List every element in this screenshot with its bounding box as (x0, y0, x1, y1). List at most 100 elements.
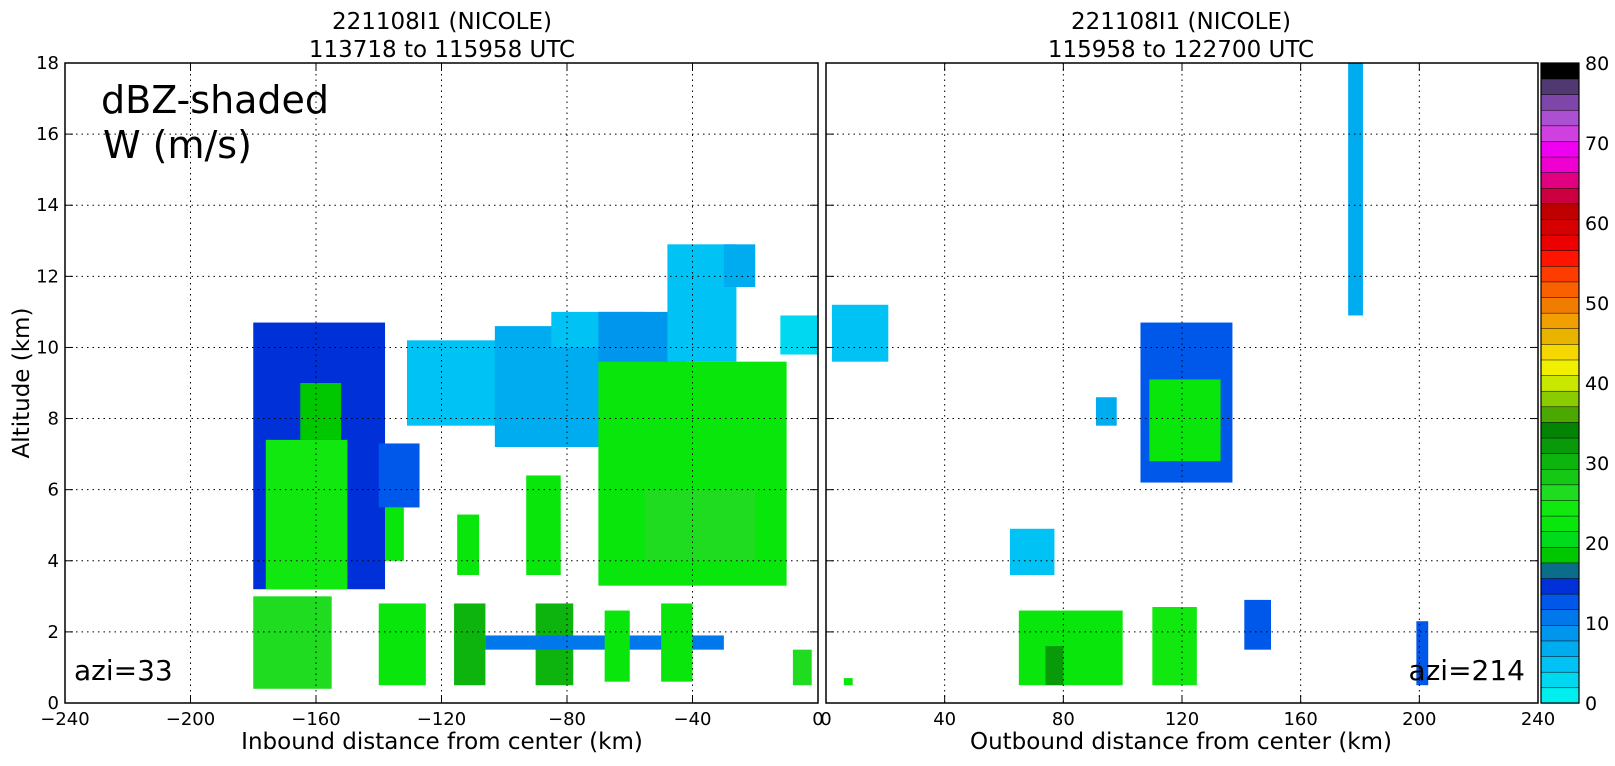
y-tick-label: 6 (48, 480, 59, 501)
right-reflectivity-cell (843, 678, 853, 686)
left-x-tick-label: −160 (291, 709, 340, 730)
left-reflectivity-field (253, 244, 818, 689)
right-reflectivity-cell (831, 304, 889, 362)
colorbar-segment (1540, 593, 1580, 610)
left-reflectivity-cell (723, 244, 756, 287)
colorbar-segment (1540, 62, 1580, 80)
colorbar-segment (1540, 577, 1580, 595)
colorbar-segment (1540, 296, 1580, 314)
colorbar-segment (1540, 359, 1580, 376)
colorbar-segment (1540, 421, 1580, 439)
right-subtitle: 115958 to 122700 UTC (1048, 37, 1314, 63)
right-panel: 0 40 80 120 160 200 240 221108I1 (NICOLE) 1159… (820, 9, 1555, 755)
right-x-axis-label: Outbound distance from center (km) (970, 729, 1392, 755)
right-x-tick-label: 240 (1521, 709, 1555, 730)
left-azimuth-label: azi=33 (74, 654, 173, 687)
left-reflectivity-cell (457, 514, 480, 575)
right-reflectivity-cell (1152, 607, 1197, 686)
colorbar-segment (1540, 93, 1580, 111)
colorbar-tick-label: 20 (1585, 533, 1609, 555)
colorbar-segment (1540, 281, 1580, 298)
colorbar-segment (1540, 562, 1580, 579)
colorbar-segment (1540, 452, 1580, 470)
colorbar-tick-label: 80 (1585, 53, 1609, 75)
left-reflectivity-cell (378, 443, 420, 508)
right-x-tick-label: 120 (1165, 709, 1199, 730)
left-grid (65, 63, 818, 703)
colorbar-segment (1540, 687, 1580, 704)
left-subtitle: 113718 to 115958 UTC (309, 37, 575, 63)
y-tick-label: 10 (36, 337, 59, 358)
right-reflectivity-field (831, 63, 1429, 686)
y-tick-label: 12 (36, 266, 59, 287)
colorbar-frame (1540, 62, 1580, 704)
left-x-tick-label: −120 (417, 709, 466, 730)
colorbar-segment (1540, 624, 1580, 642)
left-reflectivity-cell (253, 596, 332, 689)
left-reflectivity-cell (792, 649, 812, 686)
right-x-tick-label: 40 (933, 709, 956, 730)
right-reflectivity-cell (1009, 528, 1055, 575)
colorbar-segment (1540, 234, 1580, 251)
colorbar-tick-label: 0 (1585, 693, 1597, 715)
left-panel: −240 −200 −160 −120 −80 −40 0 0 2 4 6 8 10 12 14 16 18 2… (9, 9, 824, 755)
colorbar-segment (1540, 343, 1580, 361)
y-tick-label: 4 (48, 551, 59, 572)
colorbar-segment (1540, 406, 1580, 423)
y-tick-label: 18 (36, 53, 59, 74)
colorbar-segment (1540, 265, 1580, 283)
colorbar-tick-label: 50 (1585, 293, 1609, 315)
y-tick-label: 0 (48, 693, 59, 714)
colorbar-segment (1540, 125, 1580, 142)
right-grid (826, 63, 1538, 703)
left-x-tick-label: −40 (674, 709, 712, 730)
colorbar-segment (1540, 655, 1580, 673)
colorbar-segment (1540, 328, 1580, 345)
colorbar-segment (1540, 671, 1580, 689)
left-x-tick-label: −80 (548, 709, 586, 730)
colorbar-tick-label: 60 (1585, 213, 1609, 235)
left-axis-ticks: −240 −200 −160 −120 −80 −40 0 0 2 4 6 8 10 12 14 16 18 (36, 53, 824, 730)
left-reflectivity-cell (454, 603, 486, 686)
colorbar-segments (1540, 62, 1580, 704)
colorbar-segment (1540, 140, 1580, 158)
left-reflectivity-cell (406, 340, 498, 426)
colorbar-segment (1540, 609, 1580, 626)
left-x-axis-label: Inbound distance from center (km) (241, 729, 643, 755)
colorbar-segment (1540, 374, 1580, 392)
colorbar-segment (1540, 156, 1580, 173)
left-reflectivity-cell (385, 507, 404, 561)
colorbar-segment (1540, 640, 1580, 657)
left-reflectivity-cell (661, 603, 693, 682)
right-x-tick-label: 200 (1402, 709, 1436, 730)
left-reflectivity-cell (300, 383, 342, 440)
left-reflectivity-cell (378, 603, 426, 686)
left-reflectivity-cell (780, 315, 818, 355)
right-reflectivity-cell (1416, 621, 1429, 686)
colorbar: 0 10 20 30 40 50 60 70 80 (1540, 53, 1609, 715)
colorbar-tick-label: 70 (1585, 133, 1609, 155)
right-axis-ticks: 0 40 80 120 160 200 240 (820, 62, 1555, 730)
right-reflectivity-cell (1095, 397, 1117, 426)
right-reflectivity-cell (1018, 610, 1123, 686)
colorbar-segment (1540, 187, 1580, 205)
right-reflectivity-cell (1244, 599, 1271, 650)
left-x-tick-label: 0 (812, 709, 823, 730)
colorbar-segment (1540, 515, 1580, 532)
colorbar-segment (1540, 468, 1580, 486)
y-tick-label: 8 (48, 409, 59, 430)
field-annotation-w: W (m/s) (103, 123, 252, 167)
colorbar-segment (1540, 546, 1580, 564)
left-reflectivity-cell (526, 475, 561, 575)
colorbar-tick-label: 40 (1585, 373, 1609, 395)
colorbar-segment (1540, 499, 1580, 517)
colorbar-segment (1540, 172, 1580, 189)
colorbar-segment (1540, 484, 1580, 501)
right-x-tick-label: 80 (1052, 709, 1075, 730)
colorbar-segment (1540, 78, 1580, 95)
right-reflectivity-cell (1348, 63, 1363, 316)
right-x-tick-label: 160 (1283, 709, 1317, 730)
y-tick-label: 2 (48, 622, 59, 643)
